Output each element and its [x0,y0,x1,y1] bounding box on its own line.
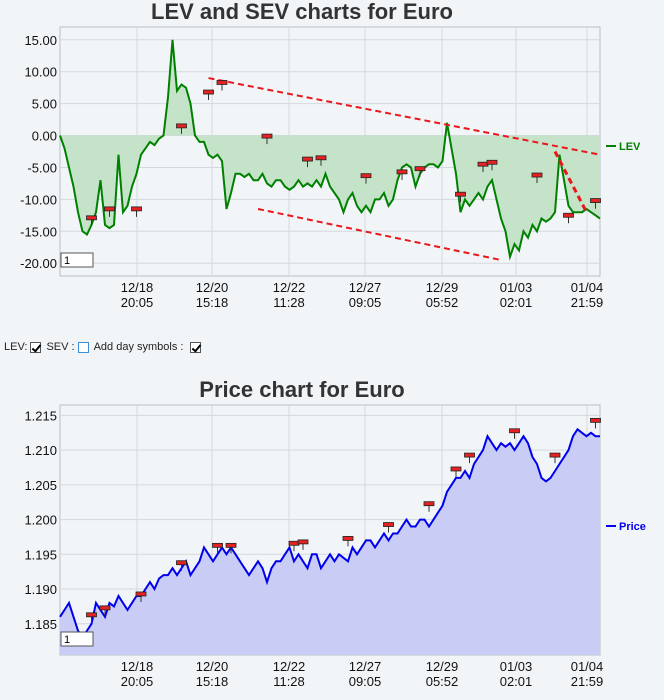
y-tick-label: 0.00 [32,129,57,144]
y-tick-label: 1.210 [24,443,57,458]
legend-label: Price [619,521,646,533]
series-line [59,39,601,261]
day-marker [216,80,228,85]
chart-options: LEV: SEV : Add day symbols : [4,341,204,353]
day-symbols-label: Add day symbols : [93,341,184,353]
x-tick-label: 12/20 15:18 [196,280,229,310]
y-tick-label: 5.00 [32,97,57,112]
chart-title: LEV and SEV charts for Euro [151,0,453,24]
x-tick-label: 01/04 21:59 [571,280,604,310]
day-marker [549,452,561,458]
x-tick-label: 12/22 11:28 [273,280,306,310]
y-tick-label: 1.195 [24,547,57,562]
y-tick-label: 1.200 [24,513,57,528]
y-tick-label: -20.00 [20,256,57,271]
price-chart: 1.215 1.210 1.205 1.200 1.195 1.190 1.185 12/18… [24,377,645,689]
x-tick-label: 12/27 09:05 [349,280,382,310]
sev-label: SEV : [46,341,75,353]
x-tick-label: 12/18 20:05 [121,280,154,310]
day-marker [302,156,313,162]
day-marker [509,428,520,434]
day-marker [360,173,372,179]
day-marker [176,123,187,129]
day-marker [288,540,300,546]
lev-checkbox[interactable] [30,341,42,353]
x-tick-label: 12/29 05:52 [426,280,459,310]
day-marker [104,206,115,212]
x-tick-label: 12/22 11:28 [273,659,306,689]
day-marker [297,539,309,545]
day-marker [99,605,111,611]
day-marker [563,212,574,218]
y-tick-label: -10.00 [20,192,57,207]
y-tick-label: 1.215 [24,408,57,423]
day-marker [455,191,466,197]
day-marker [590,417,601,423]
day-marker [590,198,601,203]
y-tick-label: 1.205 [24,478,57,493]
chart-title: Price chart for Euro [199,377,404,402]
day-marker [86,215,97,221]
zoom-input-value: 1 [64,255,70,267]
trendline-lower [257,207,502,262]
day-marker [135,591,147,597]
day-marker [477,161,489,167]
series-area-fill [60,39,600,257]
series-area-fill [60,429,600,655]
y-tick-label: 15.00 [24,33,57,48]
x-tick-label: 12/20 15:18 [196,659,229,689]
x-tick-label: 12/27 09:05 [349,659,382,689]
day-marker [225,542,237,548]
day-marker [531,172,543,178]
day-marker [315,155,327,161]
day-marker [203,89,214,95]
day-marker [450,466,462,472]
x-tick-label: 01/03 02:01 [500,280,533,310]
sev-checkbox[interactable] [77,341,89,353]
x-tick-label: 01/04 21:59 [571,659,604,689]
day-marker [423,501,435,507]
day-marker [486,159,498,165]
x-tick-label: 12/29 05:52 [426,659,459,689]
lev-label: LEV: [4,341,28,353]
x-tick-label: 01/03 02:01 [500,659,533,689]
day-marker [342,536,354,541]
trendline-upper [208,77,601,156]
y-tick-label: 1.190 [24,582,57,597]
zoom-input-box [60,252,94,268]
day-marker [414,166,426,172]
zoom-input-box [60,631,94,647]
day-marker [383,522,394,527]
y-tick-label: 1.185 [24,617,57,632]
y-tick-label: 10.00 [24,65,57,80]
day-symbols-checkbox[interactable] [190,341,202,353]
y-tick-label: -15.00 [20,224,57,239]
y-tick-label: -5.00 [27,160,57,175]
trendline-short [553,150,588,213]
day-marker [176,560,187,566]
day-marker [212,542,223,548]
zoom-input-value: 1 [64,634,70,646]
x-tick-label: 12/18 20:05 [121,659,154,689]
series-line [59,427,600,640]
day-marker [131,206,142,212]
lev-sev-chart: 15.00 10.00 5.00 0.00 -5.00 -10.00 -15.00 -20.0… [20,0,641,310]
day-marker [396,169,408,175]
day-marker [464,452,475,458]
day-marker [261,133,273,139]
legend-label: LEV [619,141,641,153]
day-marker [86,612,97,618]
